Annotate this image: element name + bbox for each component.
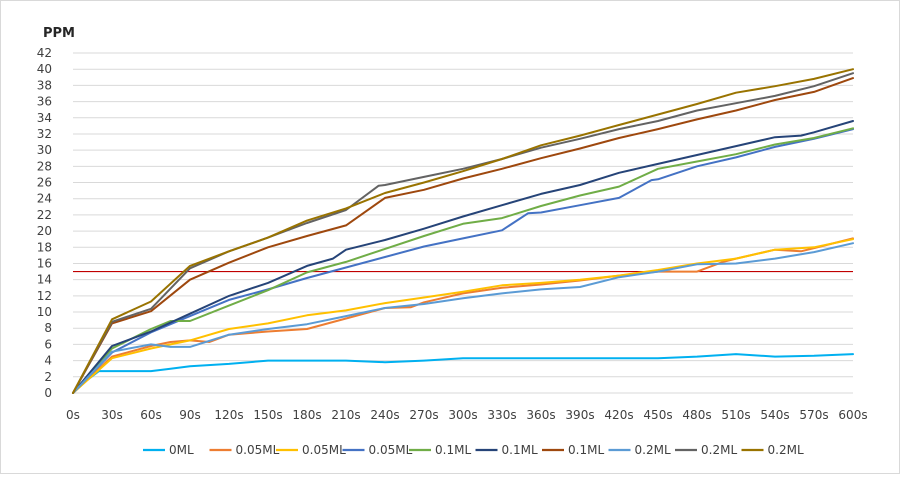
legend-item: 0.2ML xyxy=(741,443,804,457)
x-tick-label: 120s xyxy=(214,408,243,422)
x-tick-label: 150s xyxy=(253,408,282,422)
x-tick-label: 390s xyxy=(565,408,594,422)
y-tick-label: 8 xyxy=(44,321,52,335)
x-tick-label: 540s xyxy=(760,408,789,422)
legend-item: 0.1ML xyxy=(409,443,471,457)
y-tick-label: 36 xyxy=(37,95,52,109)
x-tick-label: 570s xyxy=(799,408,828,422)
y-tick-label: 22 xyxy=(37,208,52,222)
x-tick-label: 450s xyxy=(643,408,672,422)
legend-label: 0.1ML xyxy=(435,443,471,457)
y-tick-label: 24 xyxy=(37,192,52,206)
series-line-7 xyxy=(72,242,854,394)
legend-item: 0.2ML xyxy=(608,443,671,457)
x-tick-label: 270s xyxy=(409,408,438,422)
x-tick-label: 480s xyxy=(682,408,711,422)
series-line-9 xyxy=(72,68,854,394)
x-tick-label: 600s xyxy=(838,408,867,422)
y-tick-label: 18 xyxy=(37,240,52,254)
series-line-4 xyxy=(72,127,854,394)
y-tick-label: 26 xyxy=(37,176,52,190)
y-tick-label: 6 xyxy=(44,337,52,351)
y-axis-label: PPM xyxy=(43,26,75,41)
legend-label: 0.05ML xyxy=(236,443,280,457)
y-tick-label: 28 xyxy=(37,159,52,173)
x-tick-label: 240s xyxy=(370,408,399,422)
legend-label: 0.1ML xyxy=(568,443,604,457)
legend-label: 0.05ML xyxy=(302,443,346,457)
gridlines xyxy=(73,52,853,394)
series-lines xyxy=(72,68,854,394)
y-tick-label: 2 xyxy=(44,370,52,384)
legend-label: 0.2ML xyxy=(768,443,804,457)
legend-item: 0.05ML xyxy=(276,443,346,457)
y-tick-label: 34 xyxy=(37,111,52,125)
y-tick-label: 30 xyxy=(37,143,52,157)
x-tick-label: 90s xyxy=(179,408,201,422)
y-tick-label: 40 xyxy=(37,62,52,76)
x-tick-label: 510s xyxy=(721,408,750,422)
x-tick-label: 0s xyxy=(66,408,80,422)
x-tick-label: 30s xyxy=(101,408,123,422)
legend-label: 0.2ML xyxy=(701,443,737,457)
legend-label: 0ML xyxy=(169,443,194,457)
x-tick-label: 300s xyxy=(448,408,477,422)
x-tick-label: 60s xyxy=(140,408,162,422)
y-tick-label: 32 xyxy=(37,127,52,141)
series-line-2 xyxy=(72,238,854,394)
legend-label: 0.05ML xyxy=(369,443,413,457)
legend-item: 0.1ML xyxy=(475,443,538,457)
y-tick-label: 38 xyxy=(37,78,52,92)
legend: 0ML 0.05ML 0.05ML 0.05ML 0.1ML 0.1ML 0.1ML 0.2M… xyxy=(143,443,804,457)
legend-item: 0.05ML xyxy=(209,443,280,457)
legend-item: 0ML xyxy=(143,443,194,457)
y-tick-label: 42 xyxy=(37,46,52,60)
legend-item: 0.1ML xyxy=(542,443,604,457)
series-line-6 xyxy=(72,77,854,394)
x-tick-label: 330s xyxy=(487,408,516,422)
y-tick-label: 14 xyxy=(37,273,52,287)
x-tick-label: 360s xyxy=(526,408,555,422)
y-tick-label: 20 xyxy=(37,224,52,238)
legend-item: 0.05ML xyxy=(342,443,413,457)
legend-item: 0.2ML xyxy=(675,443,737,457)
x-tick-label: 210s xyxy=(331,408,360,422)
x-tick-label: 180s xyxy=(292,408,321,422)
legend-label: 0.1ML xyxy=(502,443,538,457)
y-tick-label: 12 xyxy=(37,289,52,303)
y-tick-label: 4 xyxy=(44,354,52,368)
series-line-3 xyxy=(72,128,854,394)
series-line-5 xyxy=(72,120,854,394)
series-line-8 xyxy=(72,72,854,394)
y-tick-label: 0 xyxy=(44,386,52,400)
series-line-0 xyxy=(72,353,854,394)
y-tick-label: 16 xyxy=(37,256,52,270)
x-axis-ticks: 0s 30s 60s 90s 120s 150s 180s 210s 240s 270s 300s 3… xyxy=(66,408,868,422)
legend-label: 0.2ML xyxy=(635,443,671,457)
y-tick-label: 10 xyxy=(37,305,52,319)
x-tick-label: 420s xyxy=(604,408,633,422)
